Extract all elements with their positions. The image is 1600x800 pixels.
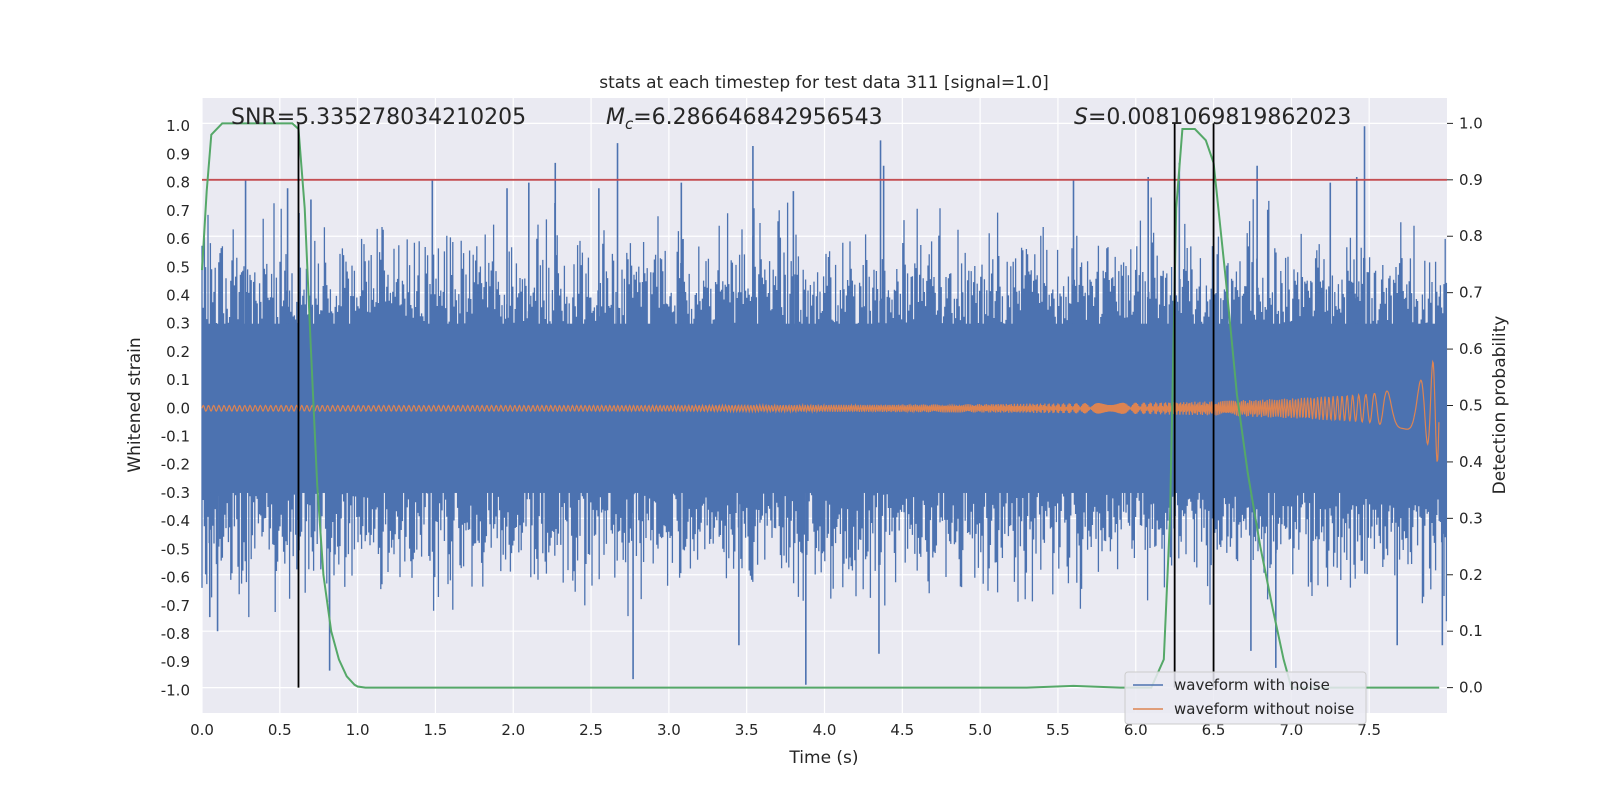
- right-y-tick-label: 0.6: [1459, 340, 1483, 358]
- legend: waveform with noise waveform without noi…: [1124, 671, 1367, 725]
- left-y-tick-label: 0.5: [166, 258, 190, 276]
- x-tick-label: 0.0: [190, 721, 214, 739]
- left-y-tick-label: 1.0: [166, 117, 190, 135]
- y-axis-label-right: Detection probability: [1490, 316, 1510, 495]
- x-tick-label: 2.0: [501, 721, 525, 739]
- left-y-tick-label: 0.4: [166, 286, 190, 304]
- chirp-mass-symbol: M: [606, 105, 625, 130]
- right-y-tick-label: 0.4: [1459, 453, 1483, 471]
- right-y-tick-label: 0.1: [1459, 622, 1483, 640]
- right-y-tick-label: 0.8: [1459, 227, 1483, 245]
- left-y-tick-label: -1.0: [161, 681, 190, 699]
- x-axis-ticks: 0.0 0.5 1.0 1.5 2.0 2.5 3.0 3.5 4.0 4.5 5.0 5.5 6.0 6…: [190, 721, 1381, 739]
- x-tick-label: 2.5: [579, 721, 603, 739]
- x-tick-label: 1.0: [346, 721, 370, 739]
- left-y-tick-label: 0.3: [166, 315, 190, 333]
- legend-label-noise: waveform with noise: [1174, 676, 1330, 694]
- x-axis-label: Time (s): [788, 748, 858, 768]
- left-y-tick-label: 0.9: [166, 145, 190, 163]
- right-y-tick-label: 0.0: [1459, 679, 1483, 697]
- left-y-tick-label: -0.9: [161, 653, 190, 671]
- left-y-tick-label: -0.6: [161, 569, 190, 587]
- x-tick-label: 6.5: [1202, 721, 1226, 739]
- left-y-tick-label: -0.7: [161, 597, 190, 615]
- left-y-tick-label: 0.7: [166, 202, 190, 220]
- right-y-tick-label: 0.5: [1459, 397, 1483, 415]
- left-y-tick-label: 0.8: [166, 174, 190, 192]
- chirp-mass-subscript: c: [625, 115, 634, 133]
- right-y-tick-label: 0.3: [1459, 509, 1483, 527]
- x-tick-label: 5.0: [968, 721, 992, 739]
- chirp-mass-annotation: Mc=6.286646842956543: [606, 105, 883, 133]
- x-tick-label: 4.5: [890, 721, 914, 739]
- x-tick-label: 7.5: [1357, 721, 1381, 739]
- probability-line: [201, 122, 1440, 689]
- x-tick-label: 1.5: [424, 721, 448, 739]
- x-tick-label: 5.5: [1046, 721, 1070, 739]
- left-y-tick-label: 0.0: [166, 399, 190, 417]
- left-y-tick-label: 0.6: [166, 230, 190, 248]
- s-annotation: S=0.0081069819862023: [1074, 105, 1351, 130]
- left-y-tick-label: -0.3: [161, 484, 190, 502]
- x-tick-label: 4.0: [813, 721, 837, 739]
- s-value: =0.0081069819862023: [1088, 105, 1351, 130]
- left-y-tick-label: 0.2: [166, 343, 190, 361]
- vertical-markers: [297, 123, 1215, 688]
- x-tick-label: 3.5: [735, 721, 759, 739]
- left-y-tick-label: 0.1: [166, 371, 190, 389]
- left-y-tick-label: -0.2: [161, 456, 190, 474]
- clean-waveform-series: [201, 359, 1440, 462]
- legend-box: [1124, 671, 1367, 725]
- right-y-tick-label: 0.7: [1459, 284, 1483, 302]
- probability-series: [201, 122, 1440, 689]
- y-axis-label-left: Whitened strain: [125, 337, 145, 472]
- left-y-tick-label: -0.4: [161, 512, 190, 530]
- right-y-tick-label: 0.9: [1459, 171, 1483, 189]
- snr-annotation: SNR=5.335278034210205: [231, 105, 526, 130]
- x-tick-label: 3.0: [657, 721, 681, 739]
- x-tick-label: 6.0: [1124, 721, 1148, 739]
- chirp-mass-value: =6.286646842956543: [633, 105, 882, 130]
- left-y-axis-ticks: 1.0 0.9 0.8 0.7 0.6 0.5 0.4 0.3 0.2 0.1 0.0 -0.1 -0.…: [161, 117, 190, 699]
- x-tick-label: 0.5: [268, 721, 292, 739]
- x-tick-label: 7.0: [1279, 721, 1303, 739]
- left-y-tick-label: -0.5: [161, 540, 190, 558]
- left-y-tick-label: -0.1: [161, 428, 190, 446]
- s-symbol: S: [1074, 105, 1088, 130]
- chart-title: stats at each timestep for test data 311…: [599, 73, 1049, 93]
- right-y-tick-label: 1.0: [1459, 114, 1483, 132]
- right-y-axis-ticks: 1.0 0.9 0.8 0.7 0.6 0.5 0.4 0.3 0.2 0.1 0.0: [1447, 114, 1483, 697]
- legend-label-clean: waveform without noise: [1174, 700, 1354, 718]
- left-y-tick-label: -0.8: [161, 625, 190, 643]
- clean-waveform-line: [201, 359, 1440, 462]
- right-y-tick-label: 0.2: [1459, 566, 1483, 584]
